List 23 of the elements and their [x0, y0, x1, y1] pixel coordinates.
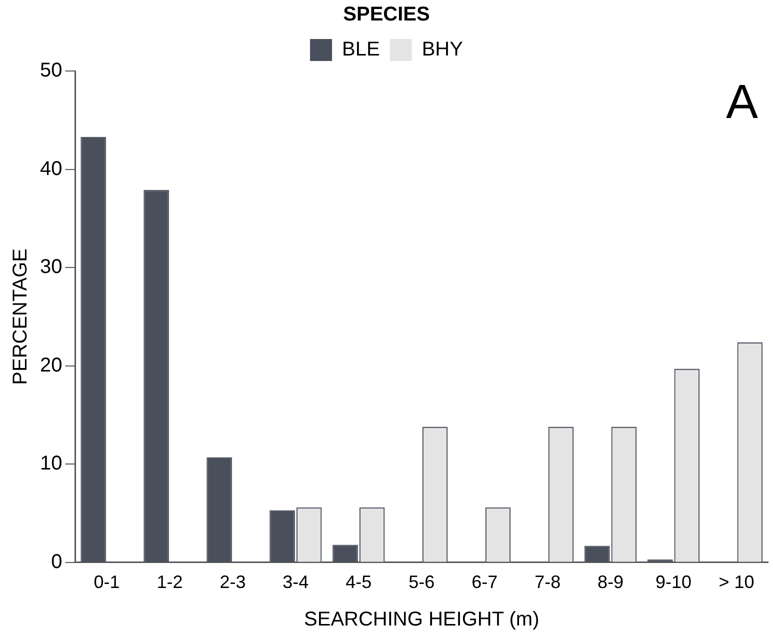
x-tick-label: 9-10: [656, 572, 692, 592]
x-tick-label: 0-1: [94, 572, 120, 592]
legend-label: BLE: [342, 38, 380, 61]
x-tick-label: 5-6: [408, 572, 435, 592]
x-tick-label: 6-7: [472, 572, 498, 592]
y-tick-label: 10: [40, 452, 62, 475]
x-tick-label: > 10: [718, 572, 754, 592]
y-tick-label: 50: [40, 60, 62, 82]
y-tick-label: 20: [40, 354, 62, 376]
x-tick-label: 1-2: [156, 572, 183, 592]
x-tick-label: 3-4: [282, 572, 309, 592]
y-tick-label: 0: [51, 550, 62, 573]
x-axis-title: SEARCHING HEIGHT (m): [304, 608, 540, 631]
x-tick-label: 2-3: [220, 572, 246, 592]
x-tick-label: 8-9: [598, 572, 624, 592]
legend-title: SPECIES: [343, 4, 430, 26]
x-tick-label: 4-5: [346, 572, 372, 592]
annotation: A: [726, 76, 758, 130]
y-tick-label: 30: [40, 256, 62, 278]
legend-label: BHY: [422, 38, 463, 61]
y-axis-title: PERCENTAGE: [10, 248, 32, 385]
x-tick-label: 7-8: [534, 572, 561, 592]
y-tick-label: 40: [40, 158, 62, 180]
